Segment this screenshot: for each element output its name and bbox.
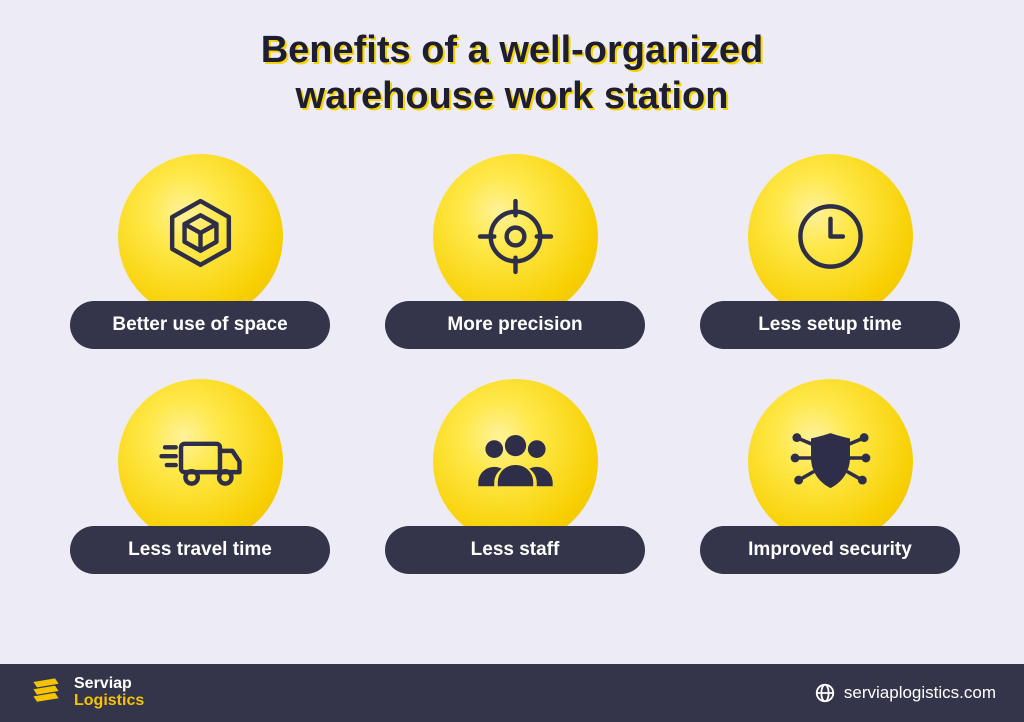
target-icon xyxy=(473,194,558,279)
brand-text: Serviap Logistics xyxy=(74,676,144,710)
title-line-2: warehouse work station xyxy=(296,75,729,117)
icon-circle xyxy=(748,154,913,319)
icon-circle xyxy=(748,379,913,544)
benefit-item: Better use of space xyxy=(70,154,330,349)
cube-box-icon xyxy=(158,194,243,279)
globe-icon xyxy=(814,682,836,704)
footer-bar: Serviap Logistics serviaplogistics.com xyxy=(0,664,1024,722)
brand-subname: Logistics xyxy=(74,693,144,710)
benefit-label: Less travel time xyxy=(70,526,330,574)
benefits-grid: Better use of space More precision Less … xyxy=(0,119,1024,574)
icon-circle xyxy=(433,154,598,319)
benefit-label: Better use of space xyxy=(70,301,330,349)
benefit-item: Less setup time xyxy=(700,154,960,349)
website-link: serviaplogistics.com xyxy=(814,682,996,704)
title-line-1: Benefits of a well-organized xyxy=(261,29,764,71)
benefit-label: Less staff xyxy=(385,526,645,574)
page-title: Benefits of a well-organized warehouse w… xyxy=(0,0,1024,119)
clock-icon xyxy=(788,194,873,279)
people-icon xyxy=(473,419,558,504)
brand-block: Serviap Logistics xyxy=(28,673,144,714)
benefit-label: More precision xyxy=(385,301,645,349)
benefit-item: Improved security xyxy=(700,379,960,574)
icon-circle xyxy=(118,379,283,544)
icon-circle xyxy=(433,379,598,544)
website-text: serviaplogistics.com xyxy=(844,683,996,703)
benefit-item: Less travel time xyxy=(70,379,330,574)
benefit-item: More precision xyxy=(385,154,645,349)
brand-name: Serviap xyxy=(74,676,144,693)
benefit-item: Less staff xyxy=(385,379,645,574)
truck-icon xyxy=(158,419,243,504)
brand-logo-icon xyxy=(28,673,64,714)
security-chip-icon xyxy=(788,419,873,504)
benefit-label: Less setup time xyxy=(700,301,960,349)
icon-circle xyxy=(118,154,283,319)
benefit-label: Improved security xyxy=(700,526,960,574)
